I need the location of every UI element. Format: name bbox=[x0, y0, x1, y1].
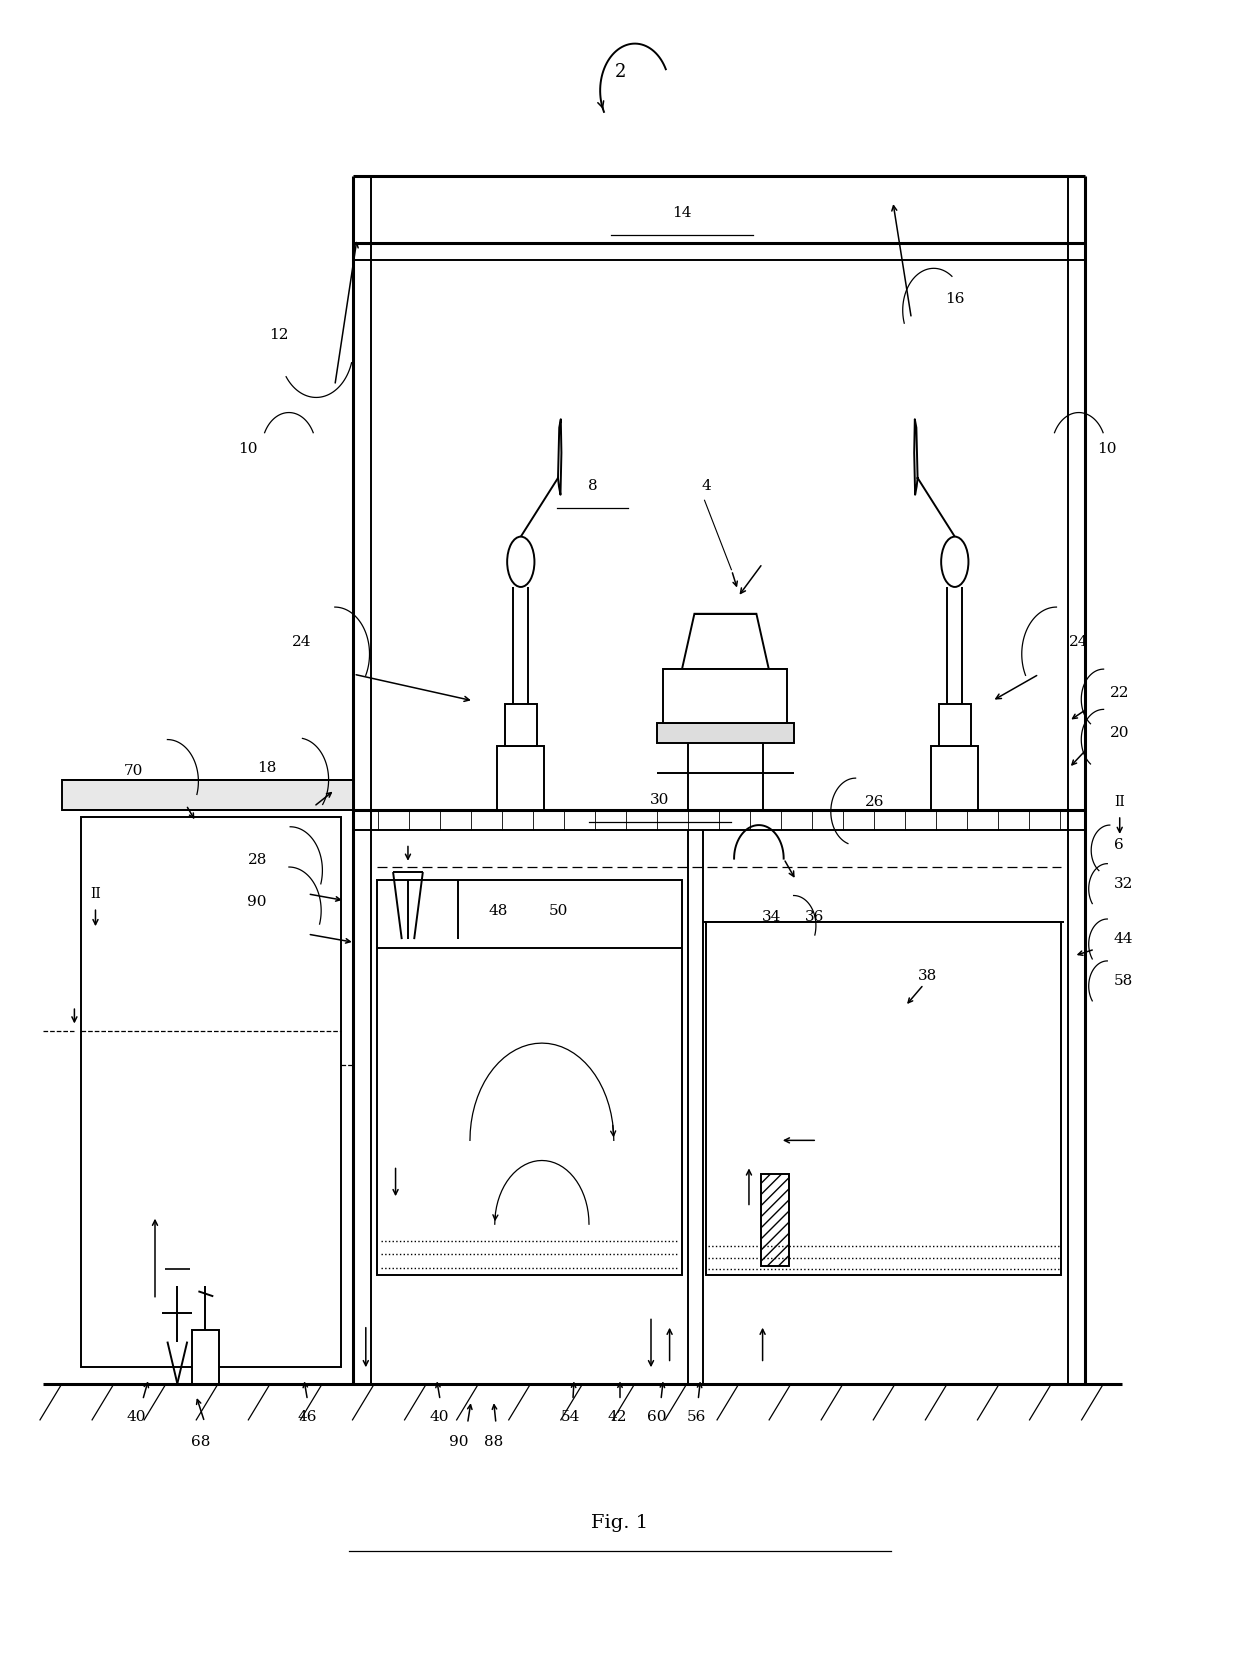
Text: Fig. 1: Fig. 1 bbox=[591, 1514, 649, 1531]
Bar bbox=[939, 704, 971, 746]
Text: 90: 90 bbox=[449, 1436, 469, 1449]
Bar bbox=[192, 1330, 219, 1384]
Text: 60: 60 bbox=[647, 1410, 667, 1424]
Text: 68: 68 bbox=[191, 1436, 211, 1449]
Text: 54: 54 bbox=[560, 1410, 580, 1424]
Text: 24: 24 bbox=[1069, 636, 1089, 649]
Text: 38: 38 bbox=[918, 969, 937, 983]
Text: 56: 56 bbox=[687, 1410, 707, 1424]
Text: 30: 30 bbox=[650, 793, 670, 807]
Text: 40: 40 bbox=[429, 1410, 449, 1424]
Text: 28: 28 bbox=[248, 854, 268, 867]
Text: 26: 26 bbox=[864, 795, 884, 808]
Text: 58: 58 bbox=[1114, 974, 1133, 988]
Text: 8: 8 bbox=[588, 480, 598, 493]
Text: 44: 44 bbox=[1114, 932, 1133, 946]
Text: 46: 46 bbox=[298, 1410, 317, 1424]
Text: 50: 50 bbox=[548, 904, 568, 917]
Text: 40: 40 bbox=[126, 1410, 146, 1424]
Text: II: II bbox=[91, 887, 100, 901]
Ellipse shape bbox=[507, 537, 534, 587]
Bar bbox=[505, 704, 537, 746]
Text: 32: 32 bbox=[1114, 877, 1133, 890]
Bar bbox=[497, 746, 544, 810]
Bar bbox=[377, 880, 682, 1275]
Text: 22: 22 bbox=[1110, 686, 1130, 699]
Text: 12: 12 bbox=[269, 329, 289, 342]
Bar bbox=[706, 922, 1061, 1275]
Bar bbox=[62, 780, 353, 810]
Text: 4: 4 bbox=[702, 480, 712, 493]
Text: 24: 24 bbox=[291, 636, 311, 649]
Text: 10: 10 bbox=[238, 443, 258, 456]
Text: 88: 88 bbox=[484, 1436, 503, 1449]
Bar bbox=[657, 723, 794, 743]
Bar bbox=[761, 1174, 789, 1266]
Text: 34: 34 bbox=[761, 911, 781, 924]
Bar bbox=[931, 746, 978, 810]
Text: 48: 48 bbox=[489, 904, 508, 917]
Bar bbox=[81, 817, 341, 1367]
Text: 90: 90 bbox=[247, 896, 267, 909]
Text: 20: 20 bbox=[1110, 726, 1130, 740]
Text: 36: 36 bbox=[805, 911, 825, 924]
Text: 70: 70 bbox=[124, 765, 144, 778]
Text: 6: 6 bbox=[1114, 838, 1123, 852]
Text: 42: 42 bbox=[608, 1410, 627, 1424]
Text: II: II bbox=[1115, 795, 1125, 808]
Text: 10: 10 bbox=[1097, 443, 1117, 456]
Text: 18: 18 bbox=[257, 761, 277, 775]
Text: 16: 16 bbox=[945, 292, 965, 305]
Text: 14: 14 bbox=[672, 206, 692, 220]
Bar bbox=[663, 669, 787, 723]
Ellipse shape bbox=[941, 537, 968, 587]
Text: 2: 2 bbox=[614, 64, 626, 80]
